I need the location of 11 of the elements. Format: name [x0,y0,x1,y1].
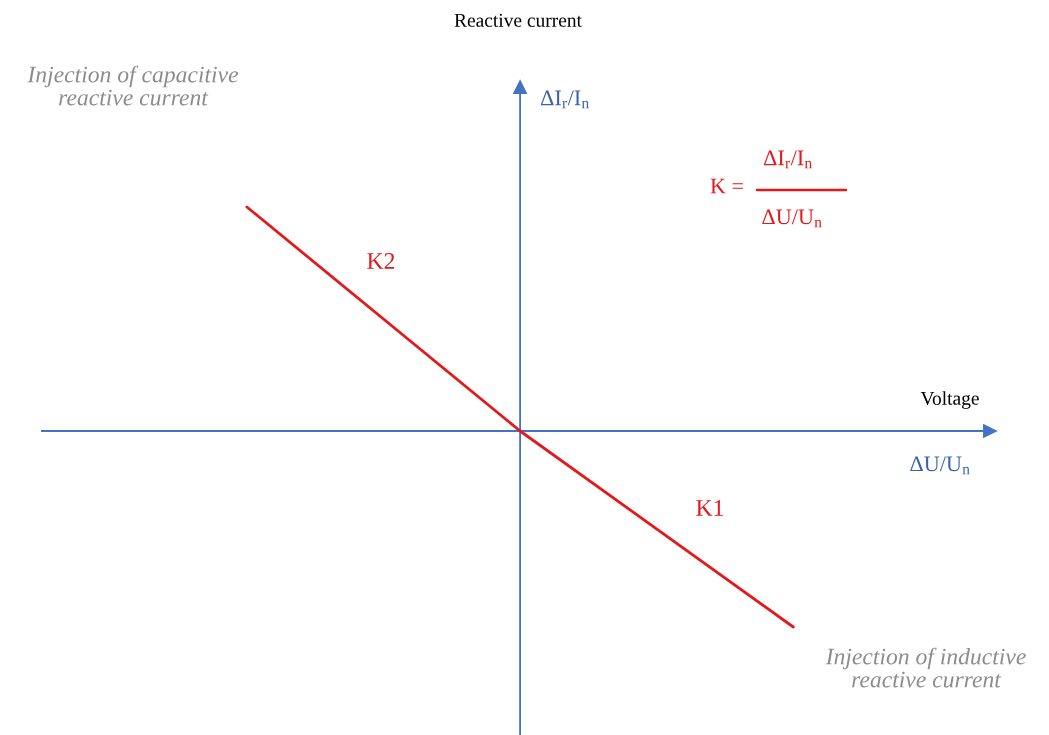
text: K = [710,178,743,194]
annotation: K2 [367,253,395,269]
text: ΔI$_{r}$/I$_{n}$ [763,150,812,169]
text: Injection of inductive reactive current [825,647,1026,688]
text: Injection of capacitive reactive current [27,65,239,106]
x-axis-title: Voltage [920,391,979,409]
annotation: ΔU/U$_{n}$ [762,209,822,228]
text: ΔI$_{r}$/I$_{n}$ [540,90,589,109]
annotation: K1 [696,500,724,516]
annotation: ΔU/U$_{n}$ [910,456,970,475]
text: Reactive current [454,13,582,27]
